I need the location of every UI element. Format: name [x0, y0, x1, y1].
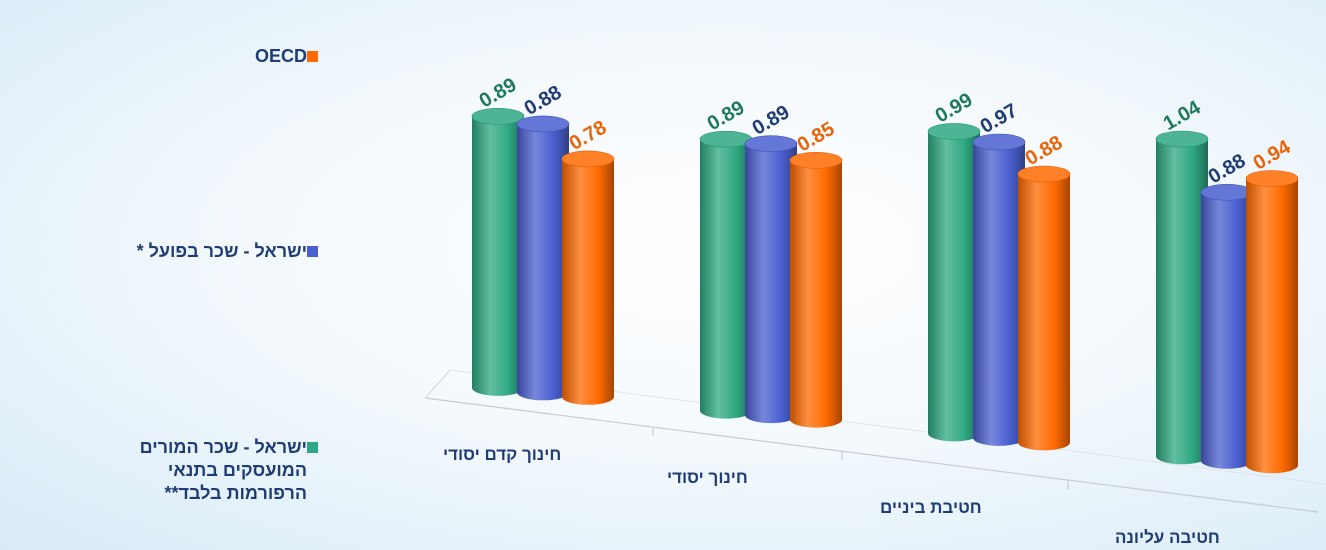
bar-body: [790, 160, 842, 428]
bar-body: [517, 123, 569, 401]
x-axis-line: [424, 397, 1319, 513]
value-label: 0.78: [566, 116, 611, 155]
value-label: 0.89: [749, 101, 794, 140]
legend-item: OECD: [8, 45, 324, 68]
bar-top: [744, 135, 798, 152]
bar: [471, 108, 525, 396]
legend-label: OECD: [254, 46, 307, 66]
value-label: 1.04: [1160, 96, 1205, 135]
category-label: חינוך יסודי: [667, 468, 748, 487]
bar: [789, 152, 843, 428]
bar: [1155, 130, 1209, 465]
bar-body: [700, 139, 752, 419]
legend-swatch: [307, 51, 318, 62]
value-label: 0.88: [1205, 150, 1250, 189]
value-label: 0.97: [977, 100, 1022, 139]
bar-top: [789, 152, 843, 169]
bar: [927, 123, 981, 442]
legend-swatch: [307, 246, 318, 257]
value-label: 0.89: [704, 97, 749, 136]
legend-label: ישראל - שכר בפועל *: [136, 241, 307, 261]
bar-top: [1200, 184, 1254, 201]
bar: [972, 133, 1026, 446]
bar: [744, 135, 798, 424]
floor-back-edge: [424, 369, 451, 399]
bar-top: [972, 133, 1026, 151]
bar-top: [1017, 165, 1071, 183]
legend-label: ישראל - שכר המורים המועסקים בתנאי הרפורמ…: [139, 437, 307, 503]
bar-body: [1018, 174, 1070, 451]
bar-top: [1155, 130, 1209, 148]
legend-item: ישראל - שכר המורים המועסקים בתנאי הרפורמ…: [8, 436, 324, 505]
value-label: 0.89: [476, 74, 521, 113]
bar-body: [1246, 178, 1298, 474]
value-label: 0.85: [794, 118, 839, 157]
value-label: 0.88: [1022, 132, 1067, 171]
category-label: חינוך קדם יסודי: [443, 445, 562, 464]
bar-top: [471, 108, 525, 125]
value-label: 0.99: [932, 89, 977, 128]
legend-swatch: [307, 442, 318, 453]
bar-top: [927, 123, 981, 140]
bar-top: [561, 150, 615, 168]
bars: [471, 108, 1299, 474]
bar: [1200, 184, 1254, 469]
bar-body: [1156, 139, 1208, 465]
category-label: חטיבה עליונה: [1115, 528, 1220, 547]
bar-body: [928, 131, 980, 442]
bar: [1017, 165, 1071, 451]
bar-body: [745, 143, 797, 424]
bar-body: [973, 142, 1025, 446]
bar-top: [516, 115, 570, 133]
legend-item: ישראל - שכר בפועל *: [8, 240, 324, 263]
bar-top: [699, 130, 753, 148]
bar-body: [562, 158, 614, 405]
bar: [516, 115, 570, 401]
category-label: חטיבת ביניים: [880, 498, 982, 517]
bar-body: [1201, 192, 1253, 469]
value-label: 0.94: [1250, 136, 1295, 175]
value-label: 0.88: [521, 81, 566, 120]
bar-top: [1245, 170, 1299, 187]
bar: [1245, 170, 1299, 474]
bar: [561, 150, 615, 405]
bar-body: [472, 116, 524, 396]
bar: [699, 130, 753, 419]
